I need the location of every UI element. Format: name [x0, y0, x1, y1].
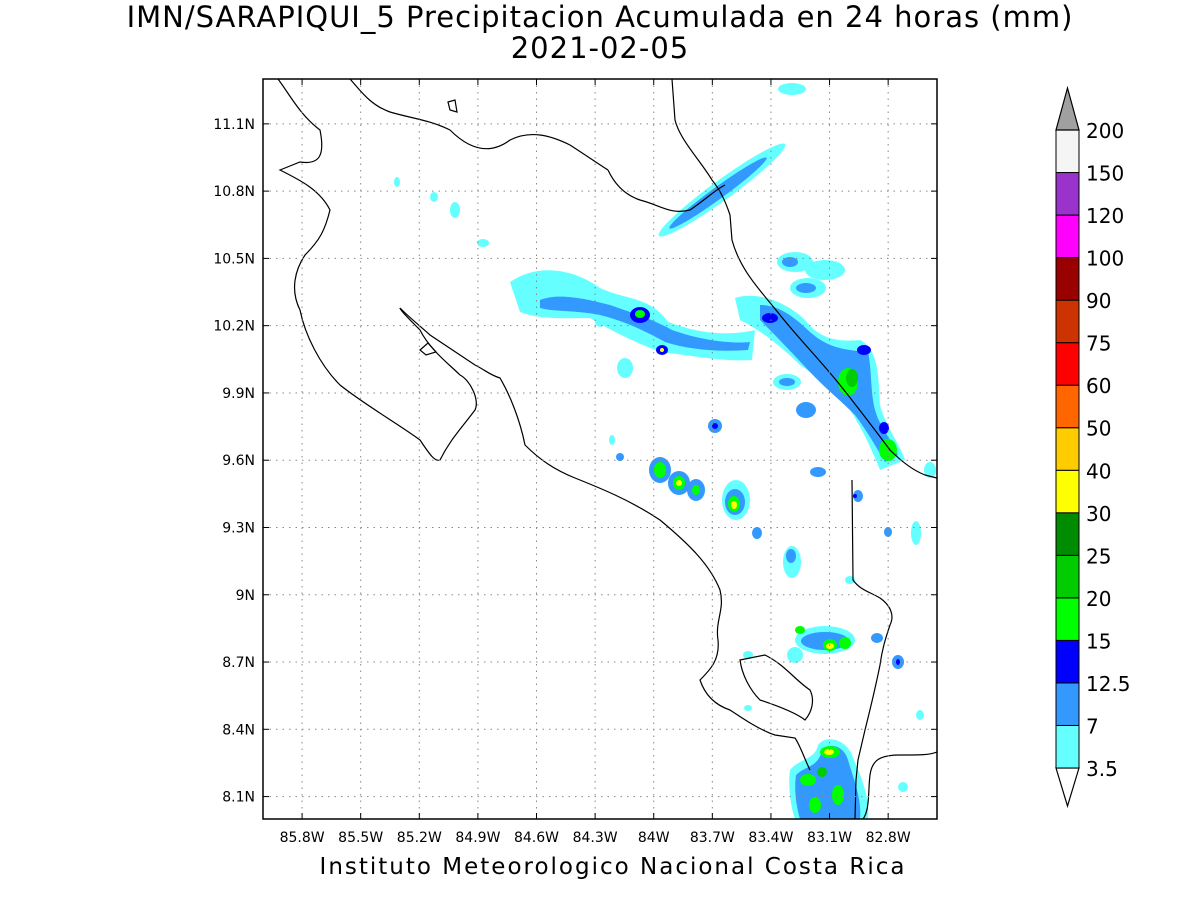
colorbar-label: 3.5	[1086, 757, 1118, 781]
y-tick-label: 10.8N	[213, 184, 255, 200]
colorbar-segment	[1055, 427, 1080, 471]
colorbar-segment	[1055, 342, 1080, 386]
precip-area-east	[735, 295, 905, 470]
colorbar-label: 7	[1086, 714, 1099, 738]
x-tick-label: 85.8W	[280, 830, 325, 846]
map-title: IMN/SARAPIQUI_5 Precipitacion Acumulada …	[0, 2, 1200, 64]
footer-credit: Instituto Meteorologico Nacional Costa R…	[319, 854, 907, 880]
x-tick-label: 82.8W	[866, 830, 911, 846]
x-tick-label: 83.7W	[690, 830, 735, 846]
colorbar-label: 40	[1086, 459, 1111, 483]
colorbar-label: 25	[1086, 544, 1111, 568]
coastlines	[277, 79, 937, 819]
map-grid	[263, 79, 937, 819]
y-tick-label: 9.9N	[222, 386, 255, 402]
x-tick-label: 83.4W	[748, 830, 793, 846]
y-tick-label: 11.1N	[213, 117, 255, 133]
precipitation-field	[394, 83, 936, 819]
title-line-2: 2021-02-05	[510, 31, 690, 65]
colorbar-label: 50	[1086, 417, 1111, 441]
x-tick-label: 84.6W	[514, 830, 559, 846]
colorbar-label: 30	[1086, 502, 1111, 526]
colorbar-segment	[1055, 129, 1080, 174]
map-axes: 85.8W 85.5W 85.2W 84.9W 84.6W 84.3W 84W 83.7W 83…	[213, 79, 937, 846]
y-tick-label: 9N	[236, 588, 255, 604]
colorbar-segment	[1055, 512, 1080, 556]
x-tick-label: 84.3W	[573, 830, 618, 846]
colorbar-legend: 3.5 7 12.5 15 20 25 30 40 50 60 75 90 100 120 150 200	[1055, 85, 1131, 809]
x-tick-label: 85.2W	[397, 830, 442, 846]
colorbar-segment	[1055, 214, 1080, 259]
colorbar-segment	[1055, 554, 1080, 599]
y-tick-label: 9.3N	[222, 520, 255, 536]
colorbar-segment	[1055, 597, 1080, 641]
y-tick-label: 10.2N	[213, 319, 255, 335]
y-tick-label: 8.1N	[222, 790, 255, 806]
colorbar-label: 200	[1086, 119, 1124, 143]
colorbar-label: 15	[1086, 629, 1111, 653]
y-tick-label: 9.6N	[222, 453, 255, 469]
colorbar-label: 20	[1086, 587, 1111, 611]
colorbar-label: 90	[1086, 289, 1111, 313]
colorbar-segment	[1055, 724, 1080, 769]
colorbar-segment	[1055, 639, 1080, 684]
x-tick-label: 85.5W	[338, 830, 383, 846]
title-line-1: IMN/SARAPIQUI_5 Precipitacion Acumulada …	[126, 0, 1074, 34]
colorbar-label: 12.5	[1086, 672, 1131, 696]
colorbar-segment	[1055, 257, 1080, 301]
y-tick-label: 10.5N	[213, 251, 255, 267]
colorbar-high-arrow	[1055, 85, 1080, 131]
colorbar-segment	[1055, 299, 1080, 344]
colorbar-label: 100	[1086, 247, 1124, 271]
colorbar-label: 60	[1086, 374, 1111, 398]
colorbar-label: 120	[1086, 204, 1124, 228]
colorbar-label: 75	[1086, 332, 1111, 356]
y-tick-label: 8.4N	[222, 722, 255, 738]
colorbar-segment	[1055, 682, 1080, 726]
map-frame	[262, 78, 938, 820]
x-tick-label: 84W	[638, 830, 670, 846]
borders	[671, 79, 937, 819]
colorbar-segment	[1055, 172, 1080, 216]
colorbar-label: 150	[1086, 162, 1124, 186]
colorbar-low-arrow	[1055, 767, 1080, 809]
y-tick-label: 8.7N	[222, 655, 255, 671]
x-tick-label: 84.9W	[455, 830, 500, 846]
colorbar-segment	[1055, 469, 1080, 514]
colorbar-segment	[1055, 384, 1080, 429]
x-tick-label: 83.1W	[807, 830, 852, 846]
